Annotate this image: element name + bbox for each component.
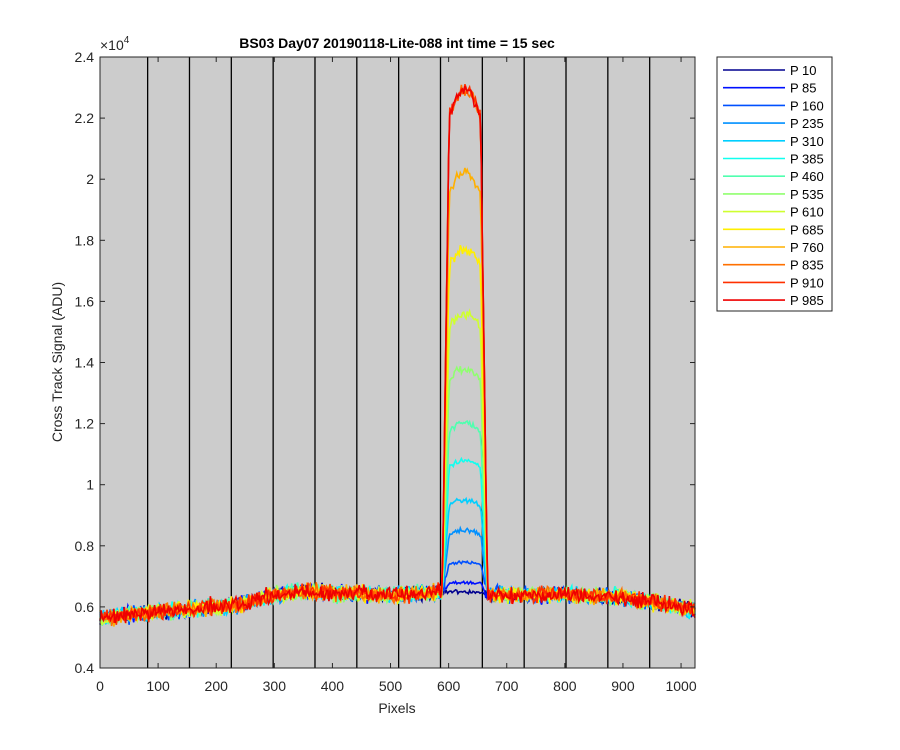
legend-entry-label: P 910 [790, 275, 824, 290]
y-tick-label: 1 [86, 477, 94, 493]
y-exponent-base: ×10 [100, 37, 124, 53]
plot-area-background [100, 57, 695, 668]
legend-entry-label: P 385 [790, 152, 824, 167]
series-line [99, 85, 696, 624]
y-exponent-power: 4 [124, 35, 130, 46]
x-tick-label: 200 [205, 678, 229, 694]
x-tick-label: 800 [553, 678, 577, 694]
vertical-lines [146, 57, 651, 668]
y-tick-label: 2 [86, 171, 94, 187]
x-axis-ticks: 0 100 200 300 400 500 600 700 800 900 1000 [96, 57, 697, 694]
y-axis-ticks: 0.4 0.6 0.8 1 1.2 1.4 1.6 1.8 2 2.2 2.4 [75, 49, 695, 676]
legend-entry-label: P 85 [790, 81, 817, 96]
series-lines [99, 84, 696, 627]
legend-entry-label: P 610 [790, 205, 824, 220]
legend-entry-label: P 310 [790, 134, 824, 149]
legend-entry-label: P 160 [790, 98, 824, 113]
y-tick-label: 1.4 [75, 355, 95, 371]
legend-entry-label: P 985 [790, 293, 824, 308]
x-tick-label: 300 [263, 678, 287, 694]
y-axis-label: Cross Track Signal (ADU) [49, 282, 65, 442]
y-tick-label: 1.8 [75, 232, 95, 248]
legend-entry-label: P 235 [790, 116, 824, 131]
x-tick-label: 0 [96, 678, 104, 694]
x-tick-label: 600 [437, 678, 461, 694]
y-tick-label: 0.8 [75, 538, 95, 554]
legend-entry-label: P 460 [790, 169, 824, 184]
chart-title: BS03 Day07 20190118-Lite-088 int time = … [239, 35, 555, 51]
y-tick-label: 2.2 [75, 110, 95, 126]
x-tick-label: 500 [379, 678, 403, 694]
y-tick-label: 0.4 [75, 660, 95, 676]
x-tick-label: 1000 [665, 678, 696, 694]
x-axis-label: Pixels [378, 700, 415, 716]
legend-entry-label: P 835 [790, 258, 824, 273]
x-tick-label: 100 [146, 678, 170, 694]
legend-box [716, 56, 833, 312]
series-line [99, 84, 696, 625]
x-tick-label: 400 [321, 678, 345, 694]
x-tick-label: 700 [495, 678, 519, 694]
legend-entry-label: P 10 [790, 63, 817, 78]
legend: P 10 P 85 P 160 P 235 P 310 P 385 P 460 P 535 P … [716, 56, 833, 312]
legend-entry-label: P 760 [790, 240, 824, 255]
y-tick-label: 1.6 [75, 293, 95, 309]
y-tick-label: 2.4 [75, 49, 95, 65]
y-tick-label: 0.6 [75, 599, 95, 615]
legend-entry-label: P 685 [790, 222, 824, 237]
x-tick-label: 900 [611, 678, 635, 694]
y-tick-label: 1.2 [75, 416, 95, 432]
y-exponent-label: ×104 [100, 35, 130, 53]
legend-entry-label: P 535 [790, 187, 824, 202]
